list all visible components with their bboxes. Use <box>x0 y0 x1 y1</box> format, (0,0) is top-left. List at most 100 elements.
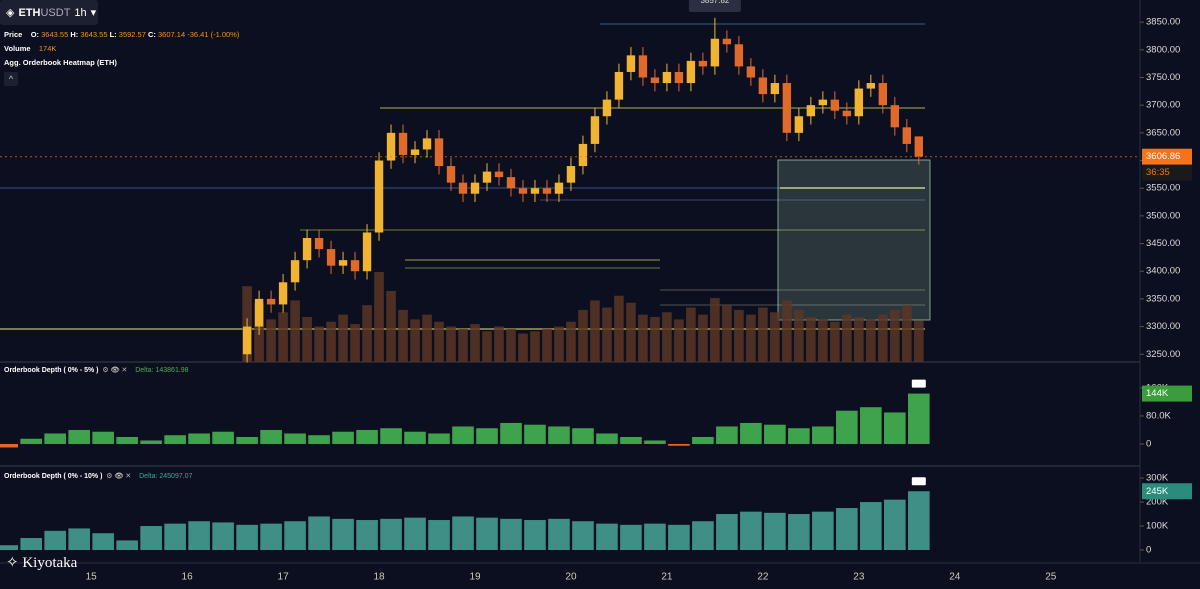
legend-value: 3607.14 <box>158 30 186 39</box>
flag <box>911 379 926 388</box>
depth-bar <box>44 530 66 551</box>
depth-bar <box>380 428 402 444</box>
symbol-selector[interactable]: ◈ ETHUSDT 1h ▾ <box>0 0 98 25</box>
depth-bar <box>404 431 426 444</box>
candle-body <box>878 83 888 106</box>
last-value-label: 245K <box>1146 486 1169 497</box>
candle-body <box>686 60 696 84</box>
volume-bar <box>362 305 372 362</box>
candle-body <box>494 171 504 178</box>
y-tick-label: 100K <box>1146 521 1169 532</box>
depth-bar <box>140 440 162 444</box>
y-tick-label: 3450.00 <box>1146 238 1180 249</box>
depth-bar <box>572 428 594 444</box>
volume-bar <box>638 314 648 362</box>
volume-bar <box>578 309 588 362</box>
volume-bar <box>710 298 720 362</box>
legend-value: 3643.55 <box>80 30 108 39</box>
countdown: 36:35 <box>1146 167 1170 178</box>
candle-body <box>542 188 552 194</box>
depth-bar <box>116 540 138 551</box>
depth-bar <box>380 518 402 551</box>
candle-body <box>338 260 348 266</box>
volume-bar <box>494 326 504 362</box>
depth-bar <box>668 443 690 446</box>
candle-body <box>734 44 744 67</box>
volume-bar <box>902 305 912 362</box>
candle-body <box>638 55 648 78</box>
depth-bar <box>740 422 762 444</box>
volume-bar <box>338 314 348 362</box>
candle-body <box>602 99 612 117</box>
symbol-icon: ◈ <box>6 7 15 19</box>
collapse-button[interactable]: ^ <box>4 72 18 86</box>
candle-body <box>266 298 276 305</box>
legend-value: 3643.55 <box>41 30 69 39</box>
price-legend: Price O: 3643.55 H: 3643.55 L: 3592.57 C… <box>4 30 239 39</box>
candle-body <box>746 66 756 78</box>
legend-value: 3592.57 <box>118 30 146 39</box>
depth-bar <box>836 410 858 444</box>
x-tick-label: 21 <box>661 572 673 583</box>
candle-body <box>650 77 660 84</box>
x-tick-label: 20 <box>565 572 577 583</box>
volume-bar <box>626 302 636 362</box>
volume-bar <box>290 300 300 362</box>
depth-bar <box>908 491 930 551</box>
depth-bar <box>0 443 18 448</box>
candle-body <box>434 138 444 167</box>
y-tick-label: 3700.00 <box>1146 100 1180 111</box>
depth-bar <box>68 429 90 444</box>
volume-bar <box>398 309 408 362</box>
y-tick-label: 3300.00 <box>1146 321 1180 332</box>
depth-bar <box>644 523 666 551</box>
volume-bar <box>482 331 492 362</box>
candle-body <box>482 171 492 183</box>
candle-body <box>446 166 456 183</box>
volume-bar <box>746 314 756 362</box>
depth-bar <box>164 435 186 444</box>
candle-body <box>854 88 864 117</box>
watermark: ✧ Kiyotaka <box>6 555 78 571</box>
candle-body <box>422 138 432 150</box>
depth-bar <box>140 526 162 551</box>
y-tick-label: 3500.00 <box>1146 210 1180 221</box>
candle-body <box>410 149 420 155</box>
depth-bar <box>332 518 354 551</box>
legend-value: 174K <box>38 44 57 53</box>
candle-body <box>386 132 396 161</box>
volume-bar <box>566 321 576 362</box>
volume-bar <box>278 312 288 362</box>
y-tick-label: 3800.00 <box>1146 44 1180 55</box>
candle-body <box>374 160 384 233</box>
depth-bar <box>764 512 786 551</box>
depth-bar <box>452 426 474 444</box>
volume-bar <box>470 324 480 362</box>
candle-body <box>770 83 780 95</box>
y-tick-label: 0 <box>1146 545 1151 556</box>
candle-body <box>566 166 576 183</box>
depth-bar <box>308 516 330 551</box>
delta-label: Delta: <box>135 367 154 374</box>
depth-bar <box>260 523 282 551</box>
dropdown-caret: ▾ <box>90 7 97 19</box>
depth-bar <box>644 440 666 444</box>
volume-bar <box>818 319 828 362</box>
depth-bar <box>596 433 618 444</box>
candle-body <box>470 182 480 194</box>
pane-title: Orderbook Depth ( 0% - 5% ) <box>4 367 99 374</box>
symbol: ETHUSDT <box>18 7 70 19</box>
volume-legend: Volume 174K <box>4 44 56 53</box>
depth-bar <box>68 528 90 551</box>
delta-value: 245097.07 <box>159 473 193 480</box>
candle-body <box>626 55 636 72</box>
depth-bar <box>716 426 738 444</box>
y-tick-label: 200K <box>1146 497 1169 508</box>
depth-bar <box>212 522 234 551</box>
depth-bar <box>476 428 498 444</box>
candle-body <box>590 116 600 144</box>
volume-bar <box>614 295 624 362</box>
depth-bar <box>812 426 834 444</box>
